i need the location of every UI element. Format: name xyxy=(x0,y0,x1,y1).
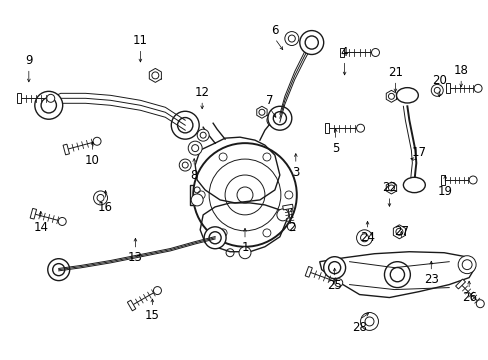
Text: 20: 20 xyxy=(431,74,446,87)
Text: 27: 27 xyxy=(393,225,408,238)
Circle shape xyxy=(364,317,373,326)
Circle shape xyxy=(171,111,199,139)
Circle shape xyxy=(35,91,62,119)
Circle shape xyxy=(97,194,104,201)
Text: 7: 7 xyxy=(265,94,273,107)
Circle shape xyxy=(323,257,345,279)
Circle shape xyxy=(239,247,250,259)
Text: 24: 24 xyxy=(359,231,374,244)
Circle shape xyxy=(299,31,323,54)
Circle shape xyxy=(475,300,483,308)
Circle shape xyxy=(267,106,291,130)
Circle shape xyxy=(219,229,226,237)
Text: 8: 8 xyxy=(190,168,198,181)
Text: 12: 12 xyxy=(194,86,209,99)
Circle shape xyxy=(356,124,364,132)
Circle shape xyxy=(334,279,342,287)
Text: 6: 6 xyxy=(270,24,278,37)
Text: 21: 21 xyxy=(387,66,402,79)
Circle shape xyxy=(457,256,475,274)
Circle shape xyxy=(285,191,292,199)
Text: 1: 1 xyxy=(241,241,248,254)
Polygon shape xyxy=(319,252,474,298)
Circle shape xyxy=(287,223,295,231)
Text: 25: 25 xyxy=(326,279,342,292)
Circle shape xyxy=(285,32,298,45)
Circle shape xyxy=(360,312,378,330)
Circle shape xyxy=(384,262,409,288)
Polygon shape xyxy=(455,279,465,289)
Circle shape xyxy=(203,227,225,249)
Circle shape xyxy=(288,35,295,42)
Ellipse shape xyxy=(396,87,417,103)
Text: 19: 19 xyxy=(437,185,452,198)
Circle shape xyxy=(430,84,442,96)
Circle shape xyxy=(473,84,481,92)
Circle shape xyxy=(193,143,296,247)
Circle shape xyxy=(263,153,270,161)
Text: 4: 4 xyxy=(340,46,347,59)
Circle shape xyxy=(188,141,202,155)
Text: 14: 14 xyxy=(33,221,48,234)
Circle shape xyxy=(191,145,198,152)
Polygon shape xyxy=(440,175,444,185)
Circle shape xyxy=(153,287,161,294)
Circle shape xyxy=(360,234,368,242)
Text: 18: 18 xyxy=(453,64,468,77)
Circle shape xyxy=(197,129,209,141)
Text: 11: 11 xyxy=(133,34,147,47)
Polygon shape xyxy=(282,204,293,210)
Text: 10: 10 xyxy=(85,154,100,167)
Text: 26: 26 xyxy=(461,291,476,304)
Text: 17: 17 xyxy=(411,145,426,159)
Circle shape xyxy=(371,49,379,57)
Text: 3: 3 xyxy=(291,166,299,179)
Text: 5: 5 xyxy=(331,141,339,155)
Circle shape xyxy=(93,137,101,145)
Circle shape xyxy=(182,162,188,168)
Circle shape xyxy=(197,191,205,199)
Circle shape xyxy=(179,159,191,171)
Circle shape xyxy=(468,176,476,184)
Text: 28: 28 xyxy=(351,321,366,334)
Text: 9: 9 xyxy=(25,54,33,67)
Circle shape xyxy=(58,217,66,225)
Circle shape xyxy=(48,259,69,280)
Polygon shape xyxy=(446,84,449,93)
Polygon shape xyxy=(305,266,312,277)
Circle shape xyxy=(200,132,206,138)
Text: 16: 16 xyxy=(98,201,113,215)
Circle shape xyxy=(266,114,278,126)
Text: 23: 23 xyxy=(423,273,438,286)
Polygon shape xyxy=(324,123,328,133)
Circle shape xyxy=(47,94,55,102)
Circle shape xyxy=(263,229,270,237)
Polygon shape xyxy=(30,208,37,219)
Text: 15: 15 xyxy=(144,309,160,322)
Circle shape xyxy=(93,191,107,205)
Text: 2: 2 xyxy=(287,221,295,234)
Polygon shape xyxy=(339,48,343,58)
Text: 22: 22 xyxy=(381,181,396,194)
Polygon shape xyxy=(63,144,69,155)
Text: 13: 13 xyxy=(128,251,142,264)
Circle shape xyxy=(237,187,252,203)
Circle shape xyxy=(276,209,288,221)
Ellipse shape xyxy=(403,177,425,193)
Circle shape xyxy=(356,230,372,246)
Circle shape xyxy=(191,194,203,206)
Polygon shape xyxy=(17,93,21,103)
Circle shape xyxy=(219,153,226,161)
Polygon shape xyxy=(127,300,136,311)
